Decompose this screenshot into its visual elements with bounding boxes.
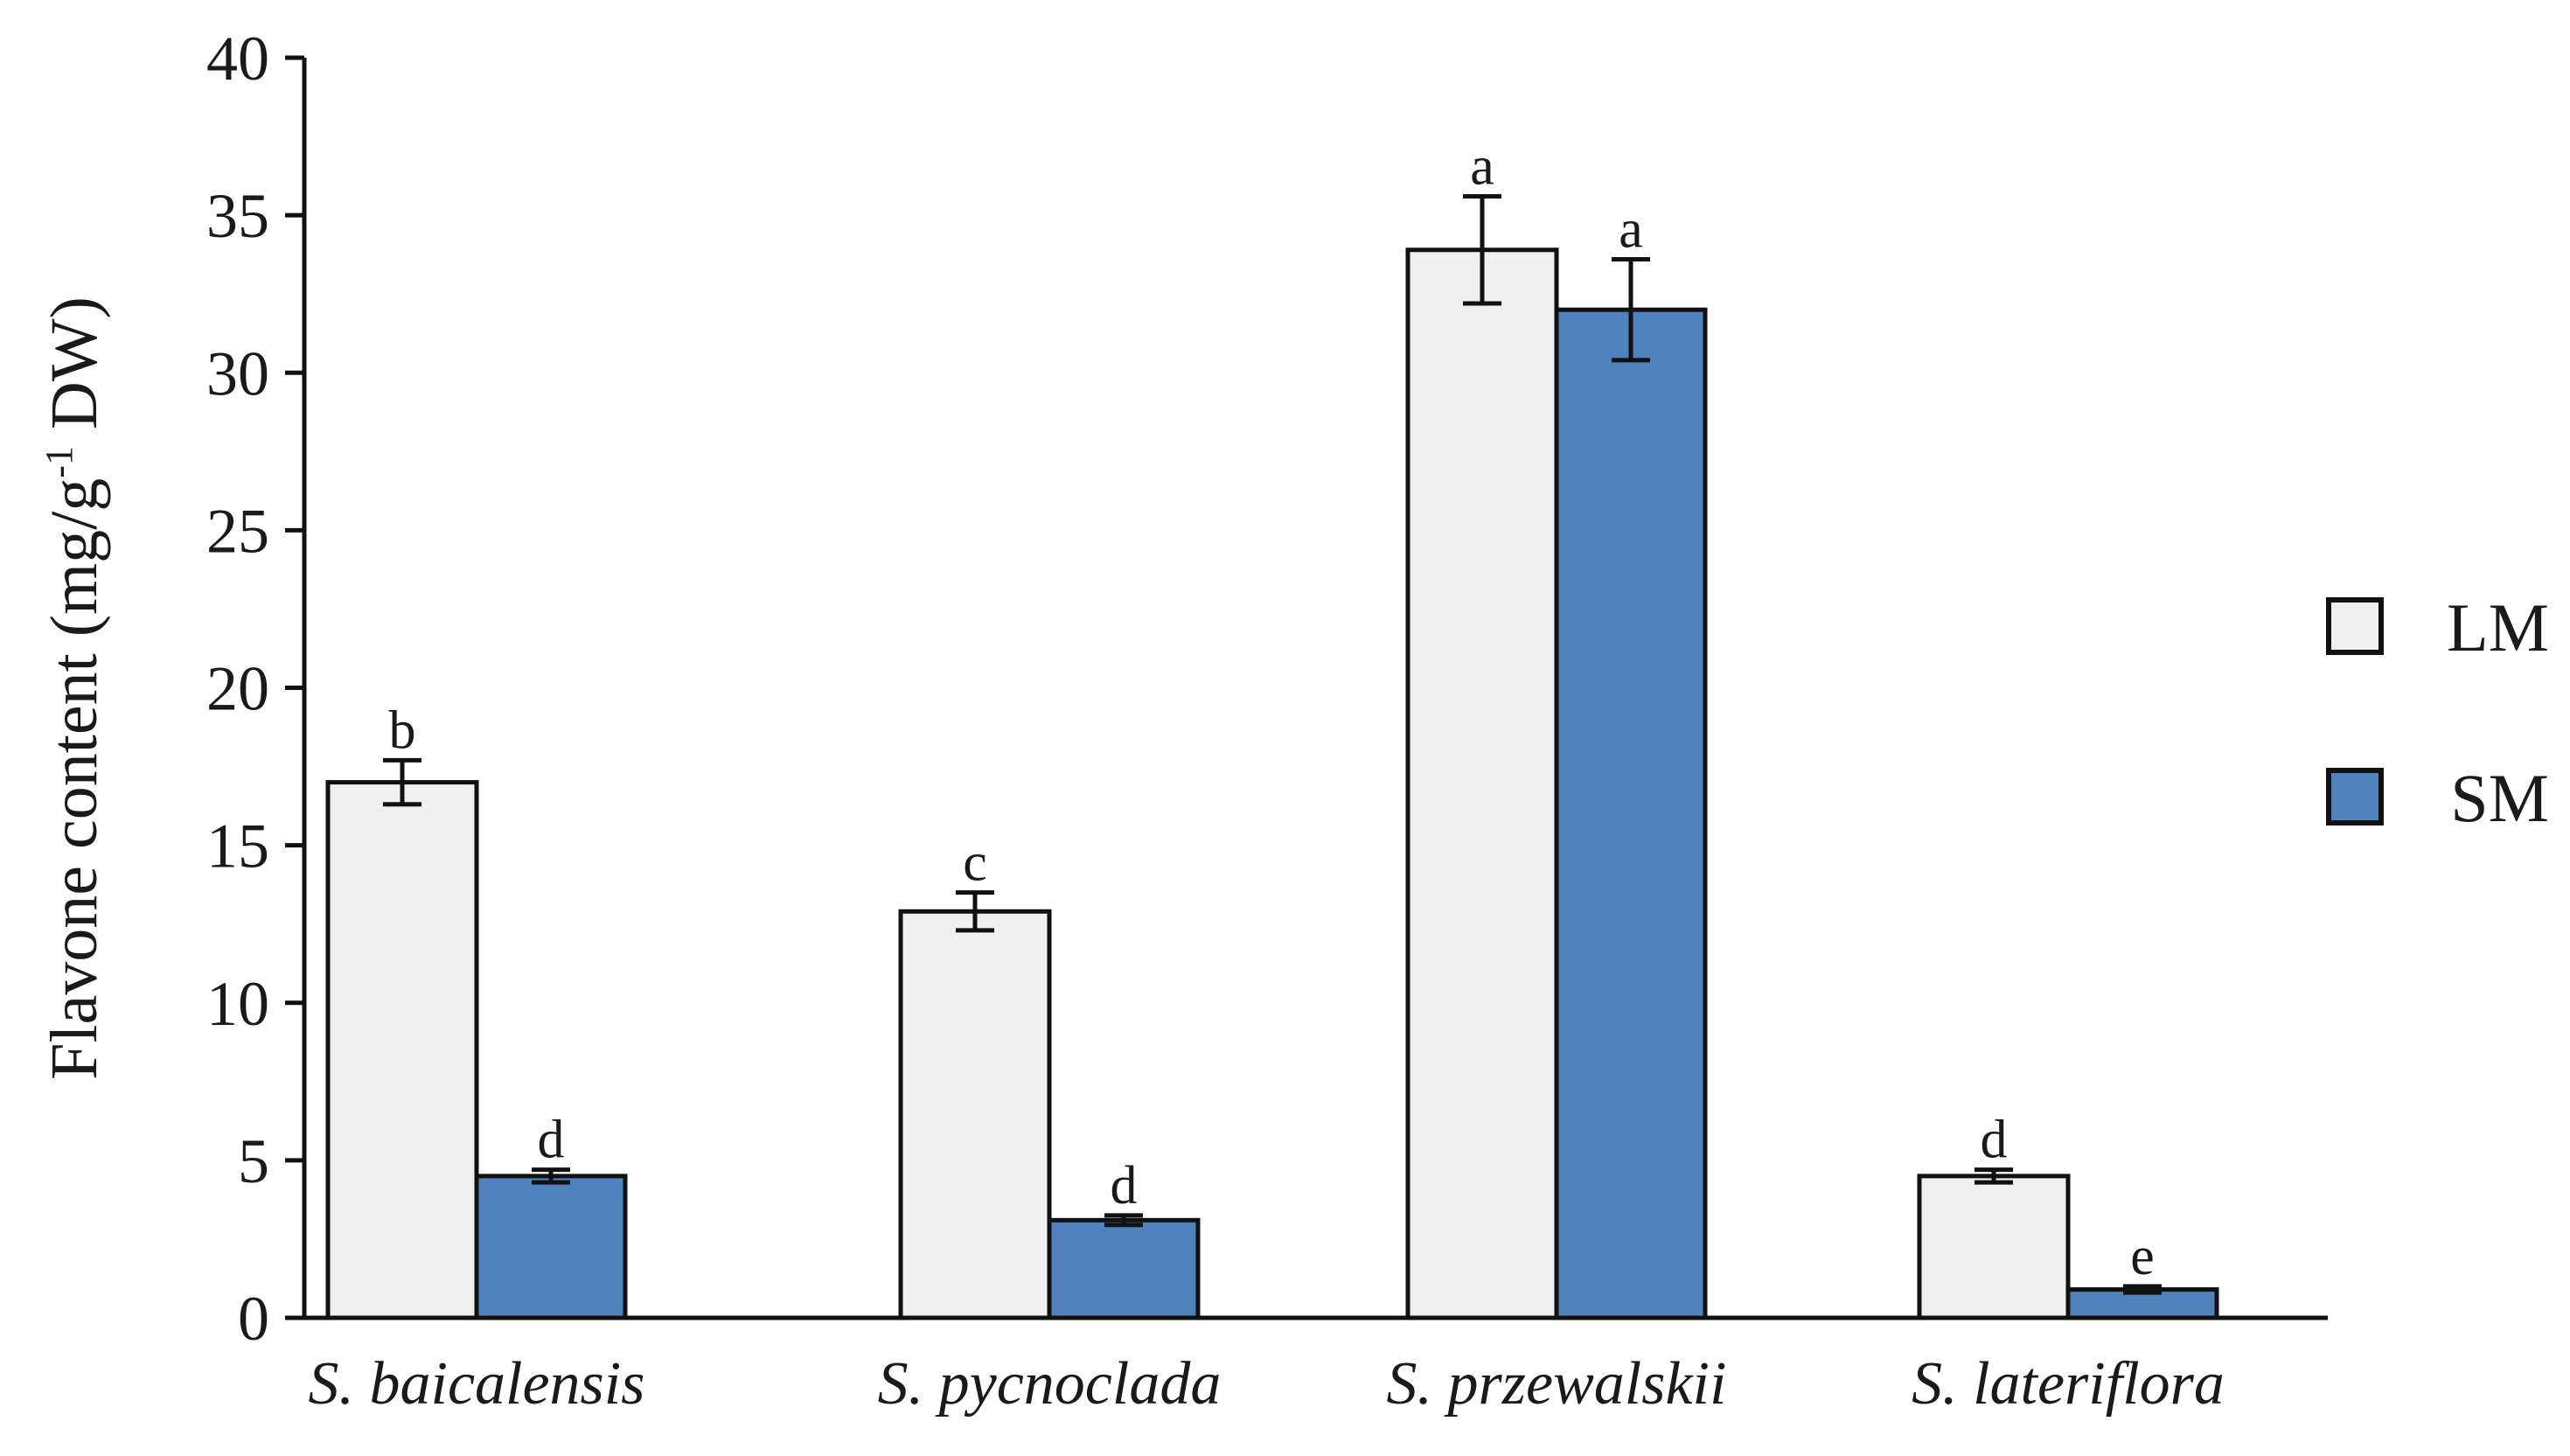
y-tick-label: 5 bbox=[238, 1126, 269, 1196]
significance-label: a bbox=[1470, 137, 1494, 197]
category-label: S. lateriflora bbox=[1912, 1350, 2225, 1418]
significance-labels: b d c d a a d e bbox=[389, 137, 2155, 1286]
legend-swatch-sm bbox=[2326, 768, 2384, 826]
y-tick-label: 15 bbox=[206, 812, 269, 881]
legend-swatch-lm bbox=[2326, 597, 2384, 655]
significance-label: b bbox=[389, 700, 416, 760]
axes: 0 5 10 15 20 25 30 35 40 bbox=[206, 24, 2328, 1354]
y-axis-title-superscript: -1 bbox=[38, 446, 80, 478]
y-tick-label: 30 bbox=[206, 338, 269, 408]
y-axis-title-suffix: DW) bbox=[38, 296, 111, 446]
category-label: S. pycnoclada bbox=[878, 1350, 1222, 1418]
y-tick-label: 0 bbox=[238, 1284, 269, 1354]
category-label: S. baicalensis bbox=[309, 1350, 645, 1418]
y-axis-title-main: Flavone content (mg/g bbox=[38, 478, 111, 1080]
significance-label: d bbox=[1981, 1111, 2008, 1170]
error-bars bbox=[383, 194, 2162, 1295]
significance-label: d bbox=[1111, 1156, 1138, 1216]
y-tick-label: 40 bbox=[206, 24, 269, 94]
legend-label-sm: SM bbox=[2450, 760, 2549, 836]
bar-sm bbox=[1554, 307, 1708, 1320]
y-tick-label: 10 bbox=[206, 969, 269, 1039]
legend-label-lm: LM bbox=[2447, 589, 2549, 665]
bar-lm bbox=[1917, 1174, 2071, 1320]
bar-lm bbox=[325, 780, 479, 1320]
significance-label: a bbox=[1619, 200, 1643, 260]
significance-label: e bbox=[2130, 1227, 2155, 1286]
y-tick-label: 25 bbox=[206, 496, 269, 566]
category-labels: S. baicalensis S. pycnoclada S. przewalski… bbox=[309, 1350, 2225, 1418]
y-tick-label: 35 bbox=[206, 181, 269, 251]
significance-label: c bbox=[963, 833, 987, 893]
bar-sm bbox=[1047, 1217, 1201, 1320]
category-label: S. przewalskii bbox=[1387, 1350, 1727, 1418]
legend: LM SM bbox=[2326, 589, 2549, 836]
bar-lm bbox=[1405, 247, 1559, 1320]
significance-label: d bbox=[538, 1111, 565, 1170]
y-axis-title-text: Flavone content (mg/g-1 DW) bbox=[38, 296, 111, 1080]
y-axis-title: Flavone content (mg/g-1 DW) bbox=[38, 296, 111, 1080]
bar-sm bbox=[474, 1174, 628, 1320]
bar-lm bbox=[898, 909, 1052, 1320]
bars bbox=[325, 247, 2219, 1320]
y-tick-label: 20 bbox=[206, 654, 269, 724]
